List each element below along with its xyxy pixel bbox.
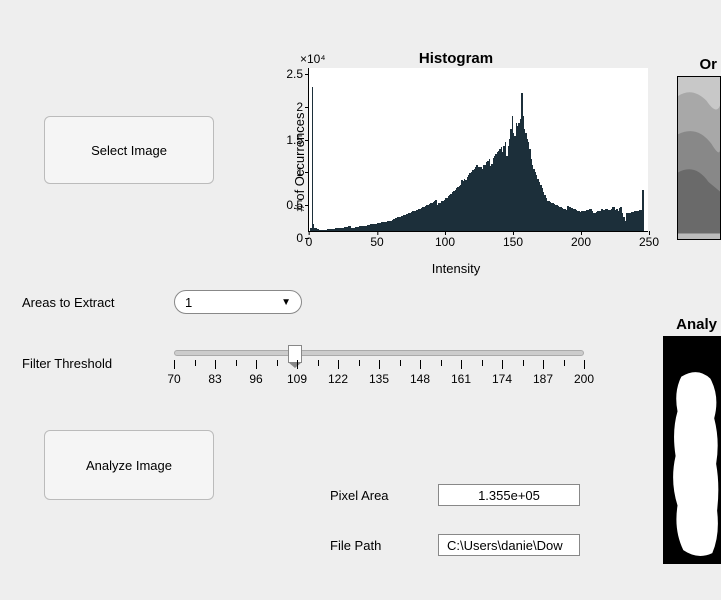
slider-tick-label: 96 (249, 372, 262, 386)
areas-to-extract-dropdown[interactable]: 1 ▼ (174, 290, 302, 314)
histogram-chart: Histogram ×10⁴ # of Occurrences Intensit… (256, 52, 656, 272)
histogram-ytick: 1 (273, 165, 303, 179)
histogram-bars (309, 68, 648, 231)
histogram-xtick: 50 (370, 235, 383, 249)
analyze-image-button[interactable]: Analyze Image (44, 430, 214, 500)
pixel-area-field[interactable] (438, 484, 580, 506)
analyzed-image-title: Analy (676, 316, 717, 333)
original-image-preview (677, 76, 721, 240)
chevron-down-icon: ▼ (281, 297, 291, 308)
slider-tick-label: 174 (492, 372, 512, 386)
histogram-xtick: 100 (435, 235, 455, 249)
analyzed-image-preview (663, 336, 721, 564)
slider-tick-label: 122 (328, 372, 348, 386)
original-image-title: Or (699, 56, 717, 73)
areas-to-extract-label: Areas to Extract (22, 295, 114, 310)
histogram-xtick: 200 (571, 235, 591, 249)
histogram-ytick: 0 (273, 231, 303, 245)
histogram-xtick: 0 (306, 235, 313, 249)
pixel-area-label: Pixel Area (330, 488, 389, 503)
select-image-button[interactable]: Select Image (44, 116, 214, 184)
histogram-ytick: 0.5 (273, 198, 303, 212)
slider-tick-label: 200 (574, 372, 594, 386)
slider-tick-label: 135 (369, 372, 389, 386)
histogram-plot-area: 00.511.522.5050100150200250 (308, 68, 648, 232)
slider-tick-label: 187 (533, 372, 553, 386)
slider-tick-label: 70 (167, 372, 180, 386)
slider-tick-label: 161 (451, 372, 471, 386)
slider-tick-label: 109 (287, 372, 307, 386)
histogram-ylabel: # of Occurrences (292, 113, 307, 212)
filter-threshold-slider[interactable]: 708396109122135148161174187200 (174, 350, 584, 388)
histogram-ytick: 1.5 (273, 133, 303, 147)
slider-track[interactable] (174, 350, 584, 356)
histogram-xtick: 250 (639, 235, 659, 249)
histogram-ytick: 2.5 (273, 67, 303, 81)
file-path-label: File Path (330, 538, 381, 553)
slider-tick-label: 148 (410, 372, 430, 386)
file-path-field[interactable] (438, 534, 580, 556)
slider-tick-label: 83 (208, 372, 221, 386)
histogram-xlabel: Intensity (256, 261, 656, 276)
areas-to-extract-value: 1 (185, 295, 192, 310)
histogram-xtick: 150 (503, 235, 523, 249)
histogram-exponent: ×10⁴ (300, 52, 326, 66)
slider-ticks: 708396109122135148161174187200 (174, 360, 584, 388)
filter-threshold-label: Filter Threshold (22, 356, 112, 371)
histogram-ytick: 2 (273, 100, 303, 114)
